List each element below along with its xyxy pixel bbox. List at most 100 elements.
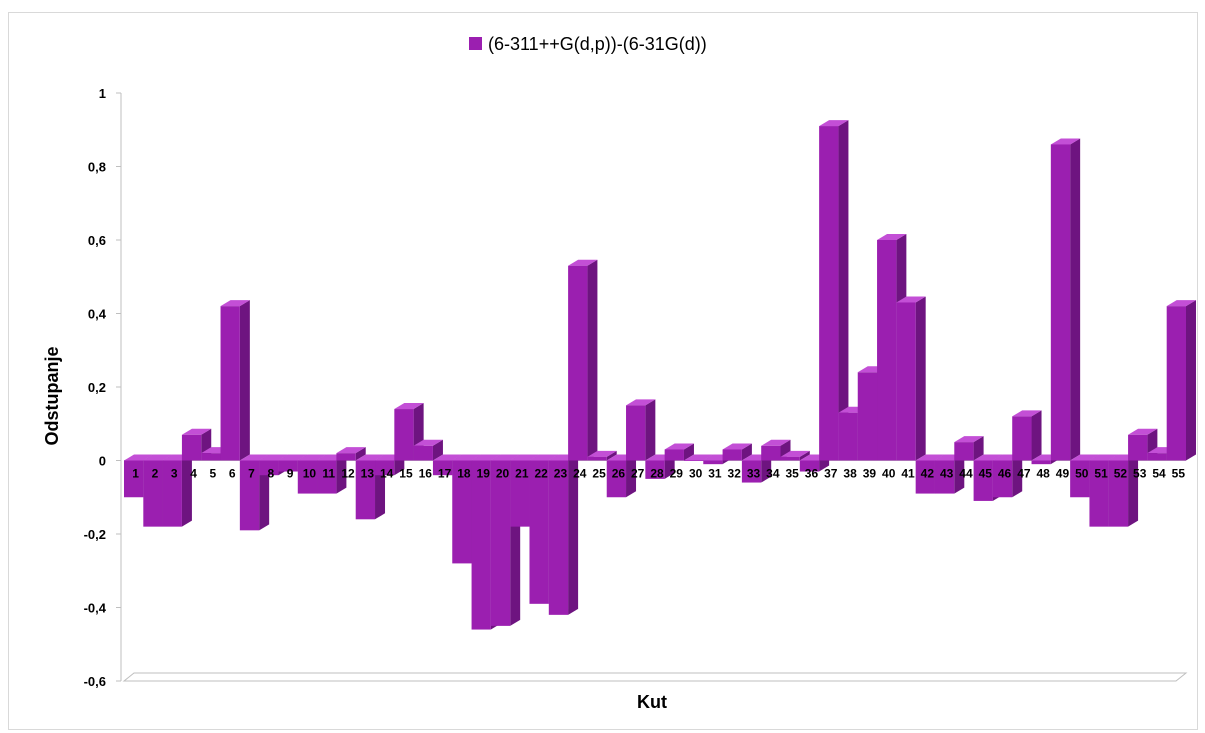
bar-55: [1167, 300, 1196, 460]
category-label: 46: [998, 467, 1012, 481]
category-label: 13: [361, 467, 375, 481]
bar-front: [781, 457, 800, 461]
category-label: 24: [573, 467, 587, 481]
bar-front: [665, 449, 684, 460]
category-label: 19: [477, 467, 491, 481]
bar-front: [491, 461, 510, 626]
category-label: 25: [592, 467, 606, 481]
bar-6: [221, 300, 250, 460]
bar-front: [529, 461, 548, 604]
bar-front: [723, 449, 742, 460]
category-label: 32: [728, 467, 742, 481]
bar-front: [336, 453, 355, 460]
category-label: 26: [612, 467, 626, 481]
category-label: 41: [901, 467, 915, 481]
bar-front: [761, 446, 780, 461]
category-label: 15: [399, 467, 413, 481]
y-tick-label: 0,2: [88, 380, 106, 395]
bar-24: [568, 260, 597, 461]
bar-front: [1051, 144, 1070, 460]
bar-front: [626, 405, 645, 460]
category-label: 35: [785, 467, 799, 481]
category-label: 3: [171, 467, 178, 481]
category-label: 52: [1114, 467, 1128, 481]
bar-front: [221, 306, 240, 460]
bar-side: [182, 455, 192, 527]
bar-front: [954, 442, 973, 460]
bar-front: [684, 461, 703, 462]
category-label: 23: [554, 467, 568, 481]
category-label: 10: [303, 467, 317, 481]
bar-front: [394, 409, 413, 460]
y-tick-label: 0,6: [88, 233, 106, 248]
category-label: 53: [1133, 467, 1147, 481]
bar-41: [896, 296, 925, 460]
y-tick-label: -0,6: [84, 674, 106, 689]
category-label: 31: [708, 467, 722, 481]
category-label: 22: [534, 467, 548, 481]
bar-front: [838, 413, 857, 461]
category-label: 21: [515, 467, 529, 481]
category-label: 36: [805, 467, 819, 481]
bar-front: [896, 302, 915, 460]
bar-49: [1051, 138, 1080, 460]
bar-front: [1032, 461, 1051, 465]
category-label: 8: [267, 467, 274, 481]
category-label: 4: [190, 467, 197, 481]
category-label: 34: [766, 467, 780, 481]
bar-front: [1012, 416, 1031, 460]
bar-front: [587, 457, 606, 461]
chart-floor: [124, 673, 1186, 681]
category-label: 42: [921, 467, 935, 481]
labels: 1 2 3 4 5 6 7 8 9 10 11 12 13 14 15 16 17 18 19 20 21 22 23 24 2…: [132, 467, 1185, 481]
category-label: 33: [747, 467, 761, 481]
bar-front: [414, 446, 433, 461]
category-label: 9: [287, 467, 294, 481]
category-label: 51: [1094, 467, 1108, 481]
bars: [124, 120, 1196, 629]
y-tick-label: 1: [99, 86, 106, 101]
bar-front: [568, 266, 587, 461]
bar-side: [1186, 300, 1196, 460]
bar-front: [819, 126, 838, 460]
bar-47: [1012, 410, 1041, 460]
category-label: 44: [959, 467, 973, 481]
category-label: 55: [1172, 467, 1186, 481]
bar-44: [954, 436, 983, 460]
category-label: 12: [341, 467, 355, 481]
y-tick-label: 0,4: [88, 307, 107, 322]
category-label: 43: [940, 467, 954, 481]
category-label: 49: [1056, 467, 1070, 481]
category-label: 30: [689, 467, 703, 481]
bar-front: [703, 461, 722, 465]
y-tick-label: 0: [99, 454, 106, 469]
legend-swatch: [469, 37, 482, 50]
bar-3: [163, 455, 192, 527]
category-label: 14: [380, 467, 394, 481]
bar-side: [916, 296, 926, 460]
category-label: 29: [670, 467, 684, 481]
category-label: 38: [843, 467, 857, 481]
category-label: 37: [824, 467, 838, 481]
bar-27: [626, 399, 655, 460]
category-label: 39: [863, 467, 877, 481]
y-tick-label: 0,8: [88, 160, 106, 175]
bar-side: [645, 399, 655, 460]
bar-52: [1109, 455, 1138, 527]
category-label: 48: [1037, 467, 1051, 481]
category-label: 2: [152, 467, 159, 481]
bar-front: [877, 240, 896, 461]
bar-side: [240, 300, 250, 460]
bar-side: [1032, 410, 1042, 460]
bar-front: [201, 453, 220, 460]
category-label: 50: [1075, 467, 1089, 481]
bar-front: [1167, 306, 1186, 460]
bar-front: [182, 435, 201, 461]
bar-side: [1128, 455, 1138, 527]
category-label: 1: [132, 467, 139, 481]
bar-front: [858, 372, 877, 460]
category-label: 45: [979, 467, 993, 481]
category-label: 54: [1152, 467, 1166, 481]
category-label: 17: [438, 467, 452, 481]
